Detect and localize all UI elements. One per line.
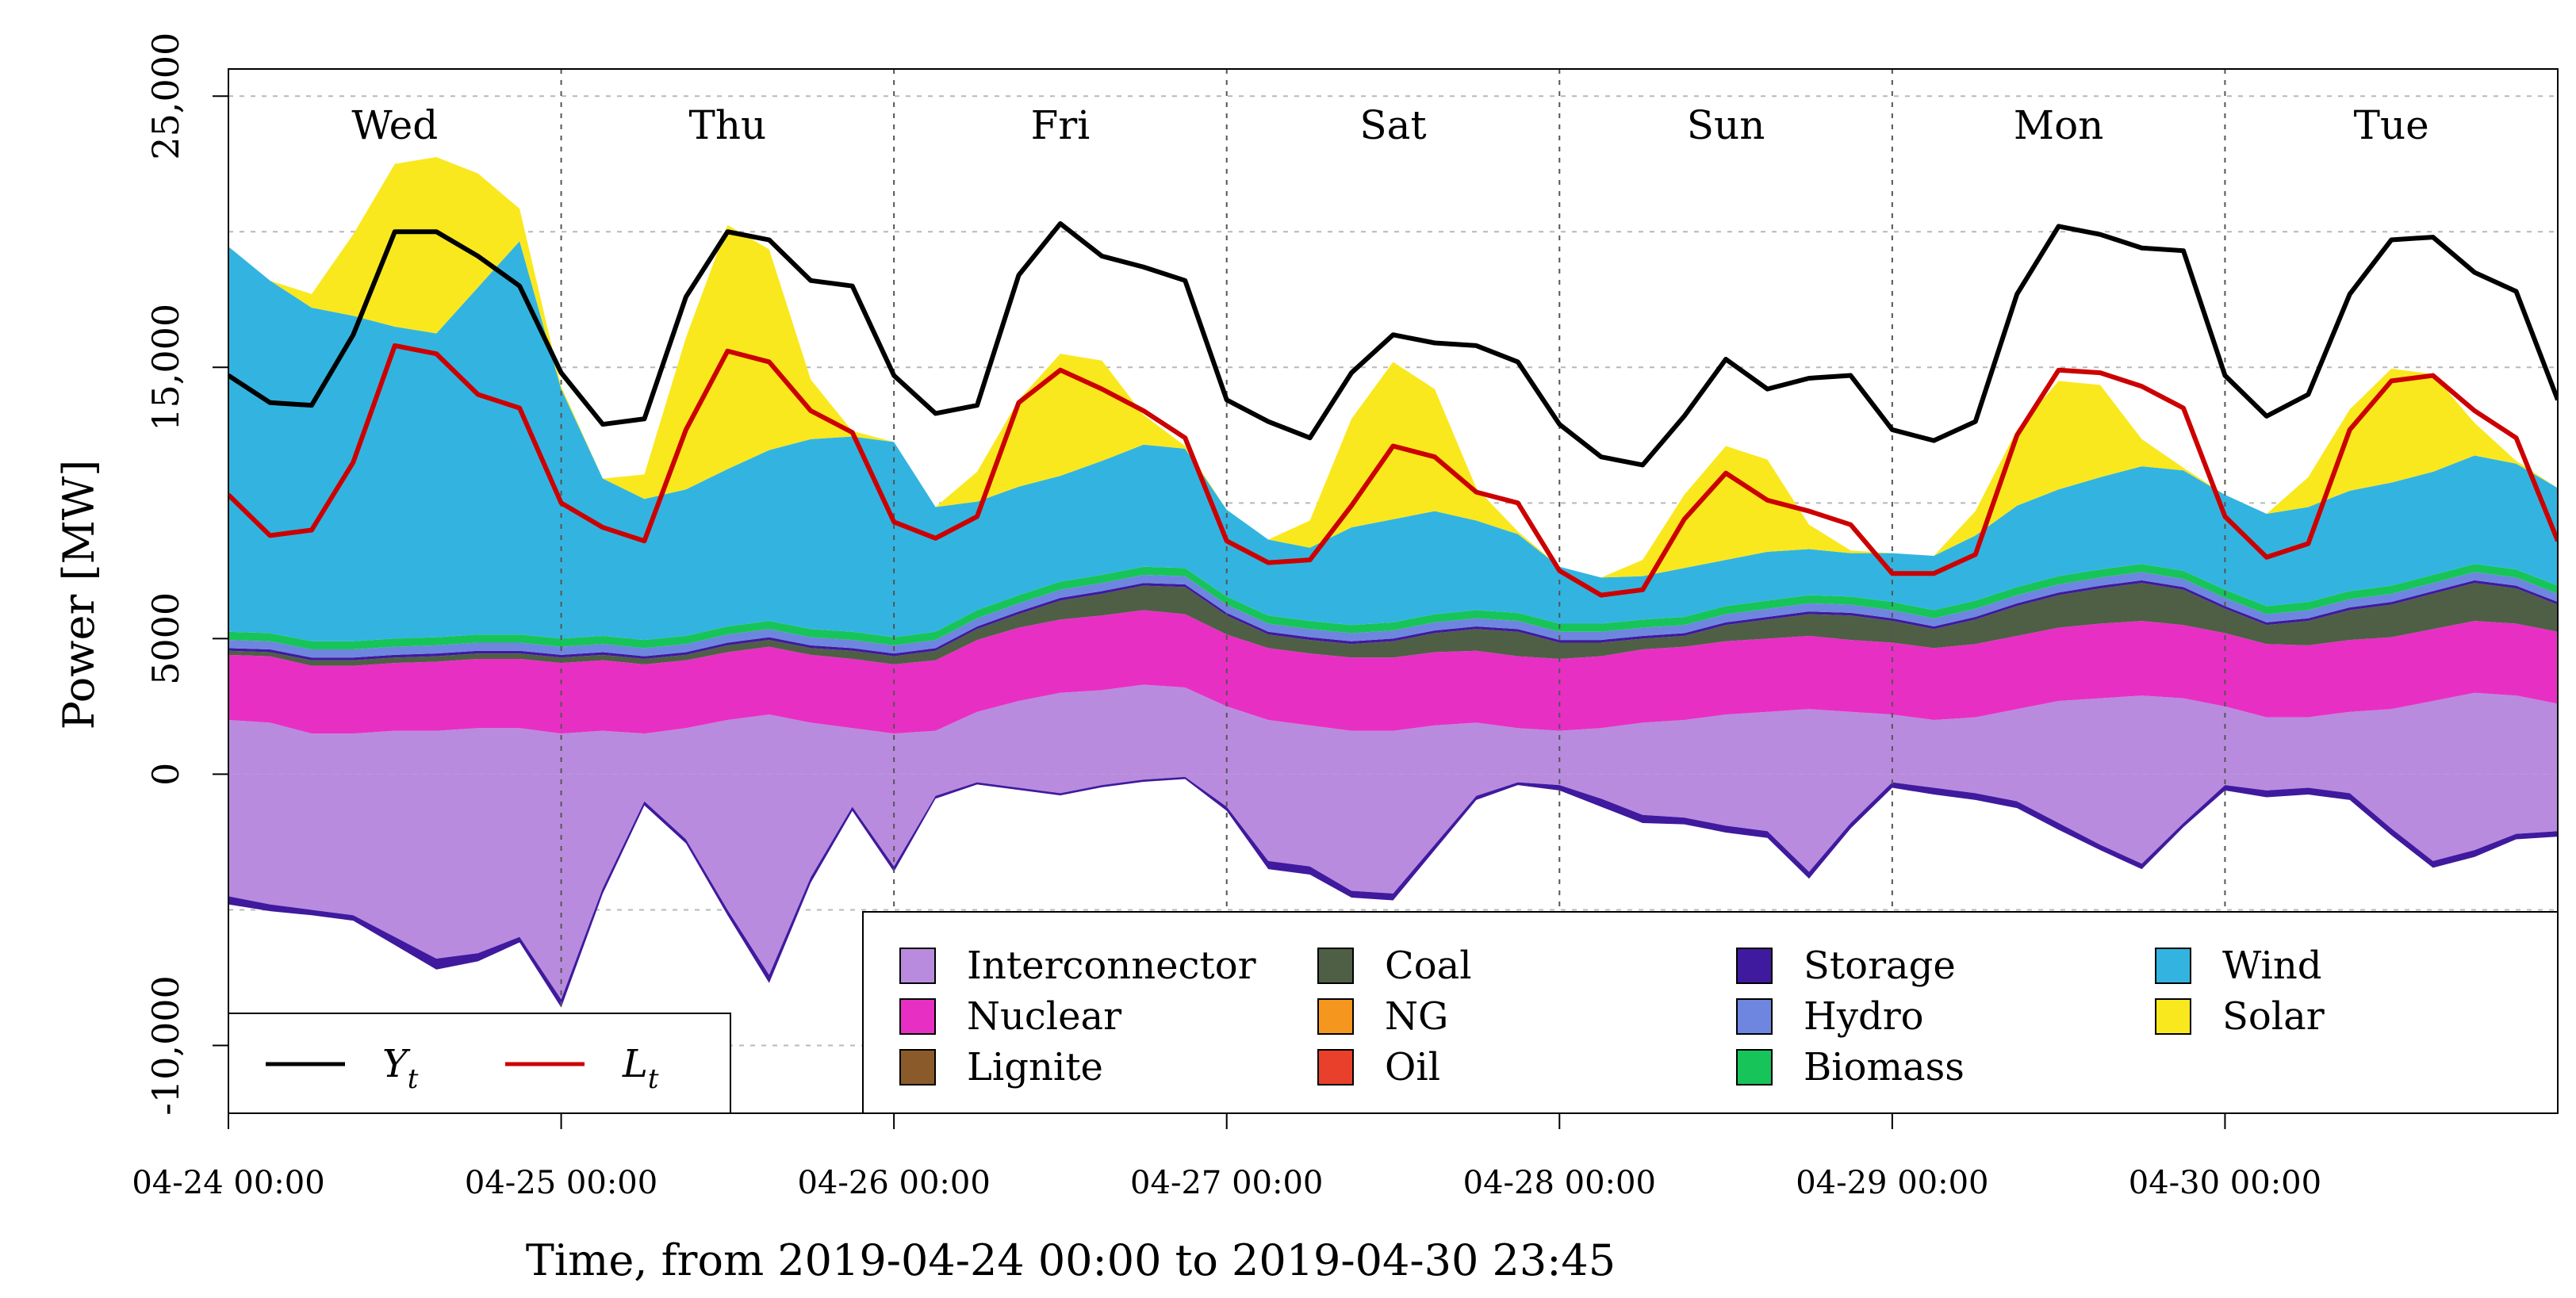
x-tick-label: 04-25 00:00	[465, 1165, 657, 1201]
legend-swatch-wind	[2155, 948, 2191, 984]
legend-label-interconnector: Interconnector	[967, 944, 1256, 988]
area-biomass	[228, 564, 2558, 650]
y-tick-label: 15,000	[144, 304, 187, 431]
legend-label-lignite: Lignite	[967, 1045, 1103, 1089]
legend-label-solar: Solar	[2222, 994, 2325, 1039]
legend-label-biomass: Biomass	[1804, 1045, 1965, 1089]
y-tick-label: 0	[144, 763, 187, 786]
x-tick-label: 04-30 00:00	[2129, 1165, 2321, 1201]
legend-swatch-ng	[1317, 998, 1354, 1035]
legend-swatch-hydro	[1736, 998, 1773, 1035]
day-label-thu: Thu	[688, 102, 766, 148]
legend-label-wind: Wind	[2222, 944, 2321, 988]
legend-label-nuclear: Nuclear	[967, 994, 1121, 1039]
day-label-wed: Wed	[351, 102, 438, 148]
day-label-sat: Sat	[1359, 102, 1426, 148]
legend-label-storage: Storage	[1804, 944, 1956, 988]
legend-line-label-yt: Yt	[382, 1042, 419, 1095]
legend-swatch-interconnector	[899, 948, 936, 984]
line-layer	[228, 220, 2558, 598]
area-hydro	[228, 572, 2558, 658]
area-coal	[228, 583, 2558, 666]
x-tick-label: 04-28 00:00	[1463, 1165, 1656, 1201]
y-tick-label: -10,000	[144, 975, 187, 1116]
x-axis: 04-24 00:00 04-25 00:00 04-26 00:00 04-27 0…	[132, 1113, 2321, 1201]
y-axis: 25,000 15,000 5000 0 -10,000	[144, 33, 228, 1116]
x-tick-label: 04-27 00:00	[1130, 1165, 1323, 1201]
legend-label-ng: NG	[1385, 994, 1448, 1039]
y-axis-label: Power [MW]	[54, 460, 104, 730]
y-tick-label: 25,000	[144, 33, 187, 160]
day-label-tue: Tue	[2354, 102, 2429, 148]
day-label-sun: Sun	[1687, 102, 1765, 148]
series-line-l-t	[228, 343, 2558, 598]
area-legend: Interconnector Nuclear Lignite Coal NG Oil Sto…	[862, 911, 2559, 1114]
series-line-y-t	[228, 220, 2558, 468]
x-tick-label: 04-29 00:00	[1796, 1165, 1988, 1201]
area-legend-box	[862, 911, 2559, 1114]
legend-line-label-lt: Lt	[622, 1042, 659, 1095]
legend-swatch-biomass	[1736, 1049, 1773, 1085]
x-tick-label: 04-24 00:00	[132, 1165, 324, 1201]
area-storage	[228, 580, 2558, 660]
area-wind	[228, 241, 2558, 641]
y-tick-label: 5000	[144, 592, 187, 685]
legend-label-coal: Coal	[1385, 944, 1472, 988]
legend-label-oil: Oil	[1385, 1045, 1440, 1089]
area-solar	[228, 157, 2558, 578]
day-label-layer: Wed Thu Fri Sat Sun Mon Tue	[351, 102, 2428, 148]
area-interconnector	[228, 684, 2558, 775]
legend-swatch-storage	[1736, 948, 1773, 984]
legend-swatch-solar	[2155, 998, 2191, 1035]
legend-swatch-nuclear	[899, 998, 936, 1035]
negative-area-interconnector	[228, 774, 2558, 1000]
day-label-fri: Fri	[1031, 102, 1091, 148]
x-axis-label: Time, from 2019-04-24 00:00 to 2019-04-3…	[526, 1235, 1616, 1285]
legend-swatch-oil	[1317, 1049, 1354, 1085]
legend-swatch-lignite	[899, 1049, 936, 1085]
legend-label-hydro: Hydro	[1804, 994, 1924, 1039]
area-nuclear	[228, 610, 2558, 734]
area-layer	[228, 157, 2558, 1008]
legend-swatch-coal	[1317, 948, 1354, 984]
x-tick-label: 04-26 00:00	[797, 1165, 990, 1201]
day-label-mon: Mon	[2014, 102, 2104, 148]
line-legend: Yt Lt	[228, 1013, 731, 1114]
